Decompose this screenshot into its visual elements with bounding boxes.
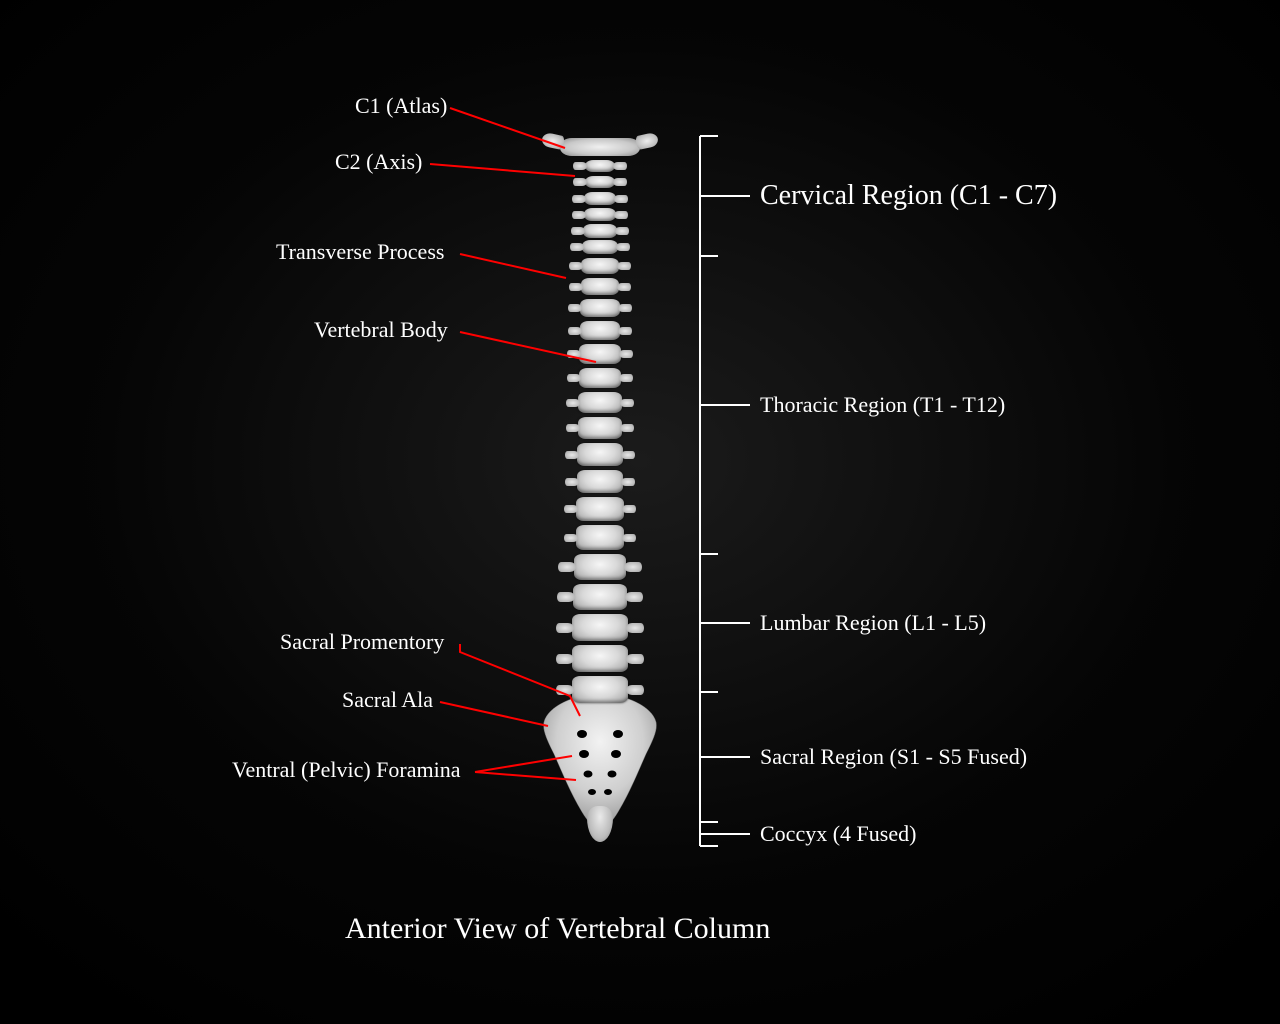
vertebra-thoracic	[576, 525, 624, 550]
coccyx	[587, 806, 613, 842]
vertebra-cervical	[583, 224, 617, 238]
vertebra-cervical	[585, 176, 615, 188]
region-label-cervical: Cervical Region (C1 - C7)	[760, 182, 1057, 210]
vertebra-thoracic	[579, 368, 621, 388]
vertebra-lumbar	[573, 584, 627, 610]
region-label-thoracic: Thoracic Region (T1 - T12)	[760, 394, 1005, 416]
label-vertebral-body: Vertebral Body	[314, 319, 448, 341]
vertebra-thoracic	[580, 321, 620, 340]
label-c1-atlas: C1 (Atlas)	[355, 95, 447, 117]
vertebra-lumbar	[574, 554, 626, 580]
vertebra-thoracic	[577, 443, 623, 466]
vertebra-cervical	[584, 208, 616, 221]
vertebra-lumbar	[572, 614, 628, 641]
vertebra-thoracic	[578, 417, 622, 439]
label-sacral-promontory: Sacral Promentory	[280, 631, 444, 653]
vertebra-thoracic	[581, 258, 619, 274]
vertebra-cervical	[582, 240, 618, 254]
diagram-stage: C1 (Atlas) C2 (Axis) Transverse Process …	[0, 0, 1280, 1024]
vertebra-thoracic	[581, 278, 619, 295]
label-ventral-pelvic-foramina: Ventral (Pelvic) Foramina	[232, 759, 461, 781]
vertebra-thoracic	[579, 344, 621, 364]
label-c2-axis: C2 (Axis)	[335, 151, 422, 173]
region-label-lumbar: Lumbar Region (L1 - L5)	[760, 612, 986, 634]
vertebra-cervical	[585, 160, 615, 172]
figure-caption: Anterior View of Vertebral Column	[345, 912, 770, 946]
vertebra-cervical	[584, 192, 616, 205]
vertebra-lumbar	[572, 645, 628, 672]
region-label-coccyx: Coccyx (4 Fused)	[760, 823, 916, 845]
vertebra-atlas	[560, 138, 640, 156]
vertebra-thoracic	[578, 392, 622, 413]
region-label-sacral: Sacral Region (S1 - S5 Fused)	[760, 746, 1027, 768]
spine-illustration	[540, 120, 660, 830]
vertebra-thoracic	[577, 470, 623, 493]
vertebra-thoracic	[580, 299, 620, 317]
vertebra-thoracic	[576, 497, 624, 521]
label-transverse-process: Transverse Process	[276, 241, 444, 263]
label-sacral-ala: Sacral Ala	[342, 689, 433, 711]
vertebra-lumbar	[572, 676, 628, 703]
